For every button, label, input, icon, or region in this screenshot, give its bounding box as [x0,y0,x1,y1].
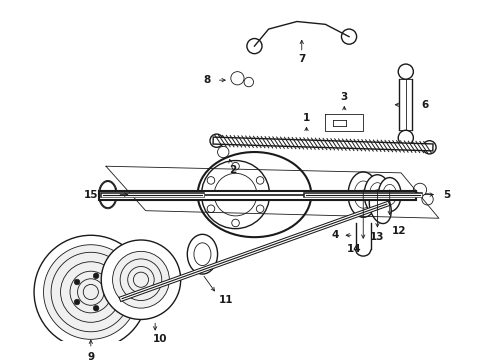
Circle shape [422,194,433,205]
Circle shape [244,77,253,87]
Circle shape [93,305,99,311]
Ellipse shape [99,181,116,208]
Ellipse shape [364,175,391,215]
Text: 9: 9 [87,352,95,360]
Circle shape [342,29,357,44]
Text: 14: 14 [346,243,361,253]
Circle shape [34,235,147,349]
Ellipse shape [197,152,311,237]
Text: 5: 5 [443,190,450,199]
Text: 8: 8 [203,75,211,85]
Circle shape [231,72,244,85]
Circle shape [93,273,99,279]
Circle shape [101,240,181,319]
Text: 1: 1 [303,113,310,123]
Text: 4: 4 [331,230,339,240]
Circle shape [74,279,80,285]
Text: 15: 15 [84,190,98,199]
Circle shape [218,147,229,158]
Text: 10: 10 [152,334,167,344]
Circle shape [256,205,264,212]
Circle shape [232,219,239,227]
Circle shape [74,299,80,305]
Circle shape [207,177,215,184]
Circle shape [105,289,111,295]
Circle shape [207,205,215,212]
Circle shape [113,251,170,308]
Text: 13: 13 [370,232,385,242]
Text: 7: 7 [298,54,305,64]
Ellipse shape [378,177,401,212]
Text: 11: 11 [219,294,233,305]
Circle shape [423,141,436,154]
Text: 2: 2 [229,165,236,175]
Circle shape [398,130,414,145]
Ellipse shape [201,161,270,229]
Ellipse shape [348,172,378,217]
Circle shape [398,64,414,79]
Ellipse shape [187,234,218,274]
Text: 3: 3 [341,92,348,102]
Ellipse shape [369,190,391,224]
Circle shape [44,245,138,339]
Circle shape [256,177,264,184]
Circle shape [247,39,262,54]
Circle shape [210,134,223,147]
Text: 6: 6 [421,100,428,110]
Circle shape [414,183,427,197]
Text: 12: 12 [392,226,406,235]
Circle shape [232,162,239,170]
